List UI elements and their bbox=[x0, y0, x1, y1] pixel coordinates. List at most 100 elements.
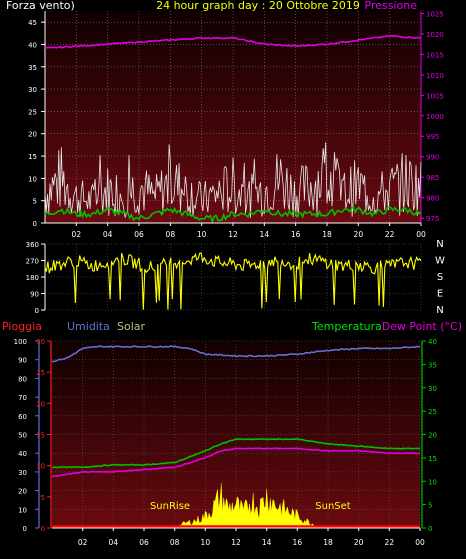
bottom-x-axis: 02 04 06 08 10 12 14 16 18 20 22 00 bbox=[52, 527, 425, 547]
rain-tick-label: 20 bbox=[36, 400, 45, 408]
rain-tick-label: 30 bbox=[36, 338, 45, 346]
pressure-right-axis: 975 980 985 990 995 1000 1005 1010 1015 1020 1025 bbox=[420, 10, 444, 223]
compass-label: N bbox=[436, 305, 443, 316]
weather-grid bbox=[52, 340, 421, 529]
temperature-tick-label: 35 bbox=[428, 361, 437, 369]
weather-series bbox=[51, 345, 421, 529]
graph-title: 24 hour graph day : 20 Ottobre 2019 bbox=[156, 0, 360, 12]
bottom-x-tick-label: 02 bbox=[78, 538, 88, 547]
pressure-label: Pressione bbox=[365, 0, 418, 12]
top-x-tick-label: 14 bbox=[260, 230, 270, 239]
pressure-tick-label: 1005 bbox=[426, 92, 444, 100]
wind-direction-line bbox=[44, 252, 422, 310]
bottom-x-tick-label: 14 bbox=[262, 538, 272, 547]
temperature-tick-label: 40 bbox=[428, 338, 437, 346]
bottom-x-tick-label: 20 bbox=[354, 538, 364, 547]
humidity-tick-label: 40 bbox=[18, 450, 27, 458]
sunrise-label: SunRise bbox=[150, 501, 190, 512]
top-x-tick-label: 04 bbox=[103, 230, 113, 239]
top-x-tick-label: 06 bbox=[134, 230, 144, 239]
bottom-x-tick-label: 16 bbox=[293, 538, 303, 547]
pressure-tick-label: 1000 bbox=[426, 113, 444, 121]
bottom-x-tick-label: 22 bbox=[385, 538, 395, 547]
top-x-tick-label: 16 bbox=[291, 230, 301, 239]
top-x-tick-label: 10 bbox=[197, 230, 207, 239]
direction-tick-label: 180 bbox=[26, 274, 39, 282]
pressure-tick-label: 1010 bbox=[426, 72, 444, 80]
wind-left-tick-label: 20 bbox=[28, 131, 37, 139]
dewpoint-line bbox=[51, 447, 421, 478]
humidity-tick-label: 50 bbox=[18, 432, 27, 440]
humidity-line bbox=[51, 345, 421, 363]
humidity-tick-label: 90 bbox=[18, 357, 27, 365]
wind-label: Forza vento) bbox=[6, 0, 75, 12]
wind-left-tick-label: 35 bbox=[28, 64, 37, 72]
temperature-tick-label: 5 bbox=[428, 502, 432, 510]
wind-left-tick-label: 25 bbox=[28, 108, 37, 116]
rain-tick-label: 0 bbox=[41, 525, 45, 533]
wind-left-tick-label: 0 bbox=[33, 220, 37, 228]
direction-tick-label: 90 bbox=[30, 291, 39, 299]
temperature-tick-label: 10 bbox=[428, 478, 437, 486]
humidity-tick-label: 20 bbox=[18, 488, 27, 496]
temperature-label: Temperatura bbox=[311, 320, 382, 333]
direction-tick-label: 270 bbox=[26, 258, 39, 266]
top-x-tick-label: 20 bbox=[354, 230, 364, 239]
bottom-x-tick-label: 06 bbox=[139, 538, 149, 547]
weather-axes: 0 10 20 30 40 50 60 70 80 90 100 0 5 10 15 20 25 30 0 5 10 15… bbox=[14, 338, 437, 533]
top-x-tick-label: 18 bbox=[322, 230, 332, 239]
bottom-x-tick-label: 18 bbox=[323, 538, 333, 547]
temperature-tick-label: 15 bbox=[428, 455, 437, 463]
rain-tick-label: 10 bbox=[36, 463, 45, 471]
top-x-axis: 02 04 06 08 10 12 14 16 18 20 22 00 bbox=[45, 222, 426, 239]
compass-label: S bbox=[437, 272, 443, 283]
humidity-tick-label: 30 bbox=[18, 469, 27, 477]
pressure-line bbox=[44, 34, 422, 49]
temperature-tick-label: 20 bbox=[428, 432, 437, 440]
humidity-tick-label: 10 bbox=[18, 506, 27, 514]
bottom-x-tick-label: 00 bbox=[415, 538, 425, 547]
sunset-label: SunSet bbox=[315, 501, 351, 512]
wind-left-tick-label: 40 bbox=[28, 41, 37, 49]
top-x-tick-label: 08 bbox=[166, 230, 176, 239]
dewpoint-label: Dew Point (°C) bbox=[382, 320, 462, 333]
wind-grid bbox=[45, 11, 422, 224]
top-x-tick-label: 12 bbox=[228, 230, 238, 239]
direction-series bbox=[44, 252, 422, 310]
humidity-tick-label: 80 bbox=[18, 375, 27, 383]
humidity-tick-label: 70 bbox=[18, 394, 27, 402]
compass-label: E bbox=[437, 289, 443, 300]
pressure-tick-label: 995 bbox=[426, 133, 439, 141]
pressure-tick-label: 975 bbox=[426, 215, 439, 223]
rain-label: Pioggia bbox=[2, 320, 42, 333]
direction-left-axis: 0 90 180 270 360 bbox=[26, 241, 46, 315]
bottom-x-tick-label: 10 bbox=[201, 538, 211, 547]
bottom-x-tick-label: 12 bbox=[231, 538, 241, 547]
top-x-tick-label: 02 bbox=[72, 230, 82, 239]
temperature-tick-label: 30 bbox=[428, 385, 437, 393]
temperature-tick-label: 25 bbox=[428, 408, 437, 416]
solar-label: Solar bbox=[117, 320, 146, 333]
pressure-tick-label: 1015 bbox=[426, 51, 444, 59]
wind-series bbox=[44, 34, 422, 224]
pressure-tick-label: 1020 bbox=[426, 31, 444, 39]
humidity-tick-label: 60 bbox=[18, 413, 27, 421]
wind-left-tick-label: 45 bbox=[28, 19, 37, 27]
pressure-tick-label: 990 bbox=[426, 154, 439, 162]
rain-tick-label: 5 bbox=[41, 494, 45, 502]
temperature-line bbox=[51, 437, 421, 469]
humidity-tick-label: 0 bbox=[23, 525, 27, 533]
direction-tick-label: 0 bbox=[35, 307, 39, 315]
wind-left-tick-label: 15 bbox=[28, 153, 37, 161]
wind-left-tick-label: 30 bbox=[28, 86, 37, 94]
humidity-tick-label: 100 bbox=[14, 338, 27, 346]
wind-gust-line bbox=[44, 142, 422, 219]
wind-average-line bbox=[44, 205, 422, 224]
pressure-tick-label: 985 bbox=[426, 174, 439, 182]
top-x-tick-label: 22 bbox=[385, 230, 395, 239]
pressure-tick-label: 980 bbox=[426, 195, 439, 203]
compass-label: W bbox=[435, 256, 445, 267]
direction-tick-label: 360 bbox=[26, 241, 39, 249]
